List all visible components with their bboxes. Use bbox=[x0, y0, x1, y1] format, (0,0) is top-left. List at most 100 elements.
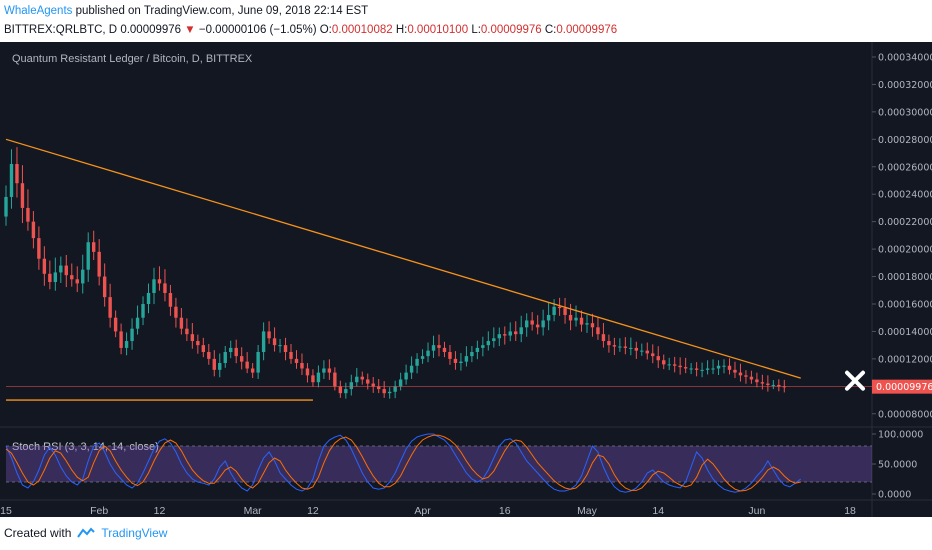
candle-body bbox=[398, 379, 403, 387]
candle-body bbox=[662, 360, 666, 365]
candle-body bbox=[218, 362, 222, 370]
candle-body bbox=[749, 376, 754, 380]
candle-body bbox=[771, 384, 776, 386]
candle-body bbox=[492, 338, 496, 342]
open-label: O: bbox=[319, 24, 332, 36]
candle-body bbox=[530, 320, 534, 325]
candle-body bbox=[124, 341, 129, 348]
candle-body bbox=[26, 207, 30, 222]
candle-body bbox=[86, 242, 90, 270]
candle-body bbox=[546, 314, 551, 321]
publish-line: WhaleAgents published on TradingView.com… bbox=[4, 5, 368, 17]
candle-body bbox=[97, 251, 101, 277]
candle-body bbox=[727, 365, 732, 370]
candle-body bbox=[563, 308, 567, 315]
candle-body bbox=[716, 365, 721, 369]
trendline[interactable] bbox=[5, 138, 801, 379]
candle-body bbox=[53, 272, 58, 283]
candle-body bbox=[508, 331, 512, 336]
price-tick-label: 0.00034000 bbox=[878, 52, 932, 63]
candle-body bbox=[20, 183, 25, 208]
candle-body bbox=[535, 324, 540, 328]
candle-body bbox=[524, 320, 529, 328]
candle-body bbox=[360, 376, 364, 380]
candle-body bbox=[174, 306, 178, 318]
candle-body bbox=[349, 382, 354, 390]
candle-body bbox=[656, 356, 660, 361]
candle-body bbox=[300, 362, 304, 369]
stoch-line-d bbox=[5, 434, 801, 492]
candle-body bbox=[733, 369, 737, 373]
stoch-band bbox=[6, 446, 872, 482]
time-tick-label: 15 bbox=[0, 505, 12, 517]
candle-body bbox=[623, 346, 628, 348]
chart-canvas[interactable]: Quantum Resistant Ledger / Bitcoin, D, B… bbox=[0, 42, 932, 517]
footer: Created with TradingView bbox=[4, 526, 167, 540]
candle-body bbox=[185, 328, 189, 335]
candle-body bbox=[612, 345, 617, 347]
candle-body bbox=[283, 345, 288, 353]
ohlc-line: BITTREX:QRLBTC, D 0.00009976 ▼ −0.000001… bbox=[4, 24, 617, 36]
candle-body bbox=[590, 323, 595, 328]
candle-body bbox=[475, 347, 480, 353]
price-tick-label: 0.00022000 bbox=[878, 217, 932, 228]
candle-body bbox=[694, 368, 699, 370]
candle-body bbox=[366, 379, 370, 384]
close-x-icon[interactable] bbox=[845, 370, 865, 391]
chart-area[interactable]: Quantum Resistant Ledger / Bitcoin, D, B… bbox=[0, 42, 932, 517]
candle-body bbox=[234, 347, 238, 357]
candle-body bbox=[437, 345, 441, 348]
tradingview-logo-icon bbox=[77, 527, 96, 538]
candle-body bbox=[678, 365, 682, 368]
candle-body bbox=[355, 376, 359, 383]
candle-body bbox=[744, 375, 748, 377]
candle-body bbox=[344, 389, 348, 394]
candle-body bbox=[420, 356, 425, 359]
candle-body bbox=[196, 341, 200, 346]
candle-body bbox=[190, 334, 195, 342]
candle-body bbox=[738, 372, 743, 376]
last-value: 0.00009976 bbox=[120, 24, 182, 36]
candle-body bbox=[9, 164, 14, 197]
author-link[interactable]: WhaleAgents bbox=[4, 5, 73, 17]
candle-body bbox=[157, 279, 162, 284]
candle-body bbox=[552, 306, 556, 315]
tradingview-brand-link[interactable]: TradingView bbox=[101, 526, 168, 540]
candle-body bbox=[294, 358, 299, 363]
candle-body bbox=[239, 356, 244, 362]
created-with-text: Created with bbox=[4, 526, 72, 540]
candle-body bbox=[4, 196, 8, 217]
price-tick-label: 0.00026000 bbox=[878, 162, 932, 173]
change-arrow: ▼ bbox=[184, 24, 196, 36]
time-tick-label: 18 bbox=[844, 505, 856, 517]
candle-body bbox=[229, 347, 233, 353]
candle-body bbox=[514, 331, 518, 335]
candle-body bbox=[305, 368, 310, 376]
time-tick-label: Mar bbox=[244, 505, 263, 517]
candle-body bbox=[672, 364, 677, 366]
candle-body bbox=[448, 352, 452, 359]
candle-body bbox=[135, 317, 140, 329]
candle-body bbox=[651, 353, 655, 357]
candle-body bbox=[568, 314, 573, 321]
candle-body bbox=[755, 379, 759, 383]
candle-body bbox=[15, 164, 19, 184]
price-tick-label: 0.00012000 bbox=[878, 354, 932, 365]
candle-body bbox=[431, 345, 436, 351]
candle-body bbox=[683, 367, 688, 369]
candle-body bbox=[607, 341, 611, 346]
candle-body bbox=[261, 331, 266, 353]
candle-body bbox=[481, 345, 485, 348]
stoch-tick-label: 100.0000 bbox=[878, 430, 923, 441]
candle-body bbox=[250, 368, 255, 373]
candle-body bbox=[470, 352, 474, 357]
candle-body bbox=[486, 341, 491, 346]
price-tick-label: 0.00016000 bbox=[878, 299, 932, 310]
high-value: 0.00010100 bbox=[407, 24, 469, 36]
candle-body bbox=[278, 345, 282, 347]
candle-body bbox=[574, 317, 578, 321]
candle-body bbox=[415, 358, 419, 366]
low-label: L: bbox=[471, 24, 481, 36]
last-price-label: 0.00009976 bbox=[876, 382, 932, 393]
candle-body bbox=[409, 365, 414, 373]
